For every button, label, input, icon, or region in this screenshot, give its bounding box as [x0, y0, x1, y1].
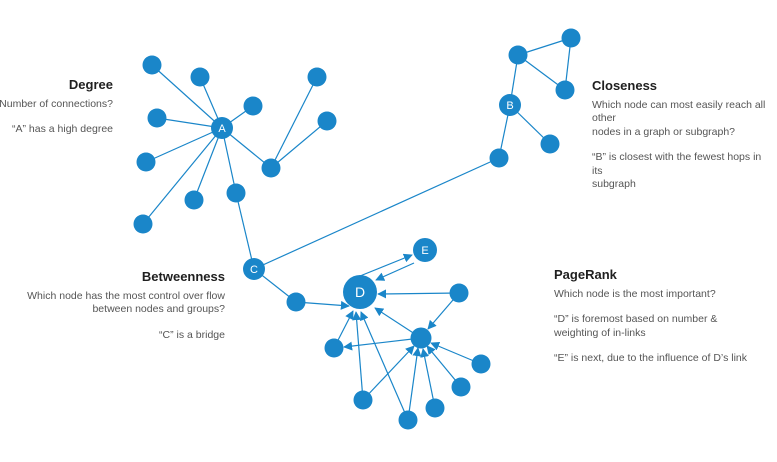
betweenness-question-line1: Which node has the most control over flo… — [27, 289, 225, 302]
pagerank-note1-line2: weighting of in-links — [554, 326, 646, 339]
pagerank-edges — [295, 253, 482, 421]
pagerank-block: PageRank Which node is the most importan… — [554, 268, 774, 366]
pagerank-title: PageRank — [554, 267, 617, 282]
node — [261, 158, 281, 178]
node-e-label: E — [421, 245, 428, 257]
node-a: A — [211, 117, 233, 139]
node — [425, 398, 445, 418]
pagerank-question: Which node is the most important? — [554, 287, 716, 300]
betweenness-question-line2: between nodes and groups? — [92, 303, 225, 315]
pagerank-note1-line1: “D” is foremost based on number & — [554, 313, 718, 325]
node — [136, 152, 156, 172]
degree-block: Degree Number of connections? “A” has a … — [0, 78, 113, 137]
closeness-note-line1: “B” is closest with the fewest hops in i… — [592, 151, 762, 177]
node — [410, 327, 432, 349]
node — [226, 183, 246, 203]
node — [286, 292, 306, 312]
nodes: A B C D E — [133, 28, 581, 430]
node — [324, 338, 344, 358]
closeness-question-line1: Which node can most easily reach all oth… — [592, 98, 766, 125]
betweenness-note: “C” is a bridge — [159, 328, 225, 341]
node — [398, 410, 418, 430]
node — [243, 96, 263, 116]
closeness-question-line2: nodes in a graph or subgraph? — [592, 125, 736, 138]
node — [508, 45, 528, 65]
node — [471, 354, 491, 374]
closeness-block: Closeness Which node can most easily rea… — [592, 79, 774, 192]
closeness-title: Closeness — [592, 78, 658, 93]
node — [317, 111, 337, 131]
node — [133, 214, 153, 234]
pagerank-note2: “E” is next, due to the influence of D’s… — [554, 352, 747, 364]
node-c: C — [243, 258, 265, 280]
degree-title: Degree — [68, 77, 113, 92]
closeness-note-line2: subgraph — [592, 178, 636, 190]
node — [489, 148, 509, 168]
node — [451, 377, 471, 397]
node — [449, 283, 469, 303]
node-e: E — [413, 238, 437, 262]
betweenness-title: Betweenness — [141, 269, 225, 284]
node-c-label: C — [250, 264, 258, 276]
node-a-label: A — [218, 123, 226, 135]
node-b: B — [499, 94, 521, 116]
node — [555, 80, 575, 100]
node — [540, 134, 560, 154]
node — [142, 55, 162, 75]
node — [561, 28, 581, 48]
betweenness-block: Betweenness Which node has the most cont… — [0, 270, 225, 342]
degree-question: Number of connections? — [0, 97, 113, 110]
degree-note: “A” has a high degree — [12, 123, 113, 135]
degree-edges — [142, 64, 328, 270]
node — [307, 67, 327, 87]
node-d-label: D — [355, 284, 365, 300]
node — [147, 108, 167, 128]
node — [184, 190, 204, 210]
node-d: D — [343, 275, 377, 309]
node — [353, 390, 373, 410]
node-b-label: B — [506, 100, 513, 112]
node — [190, 67, 210, 87]
